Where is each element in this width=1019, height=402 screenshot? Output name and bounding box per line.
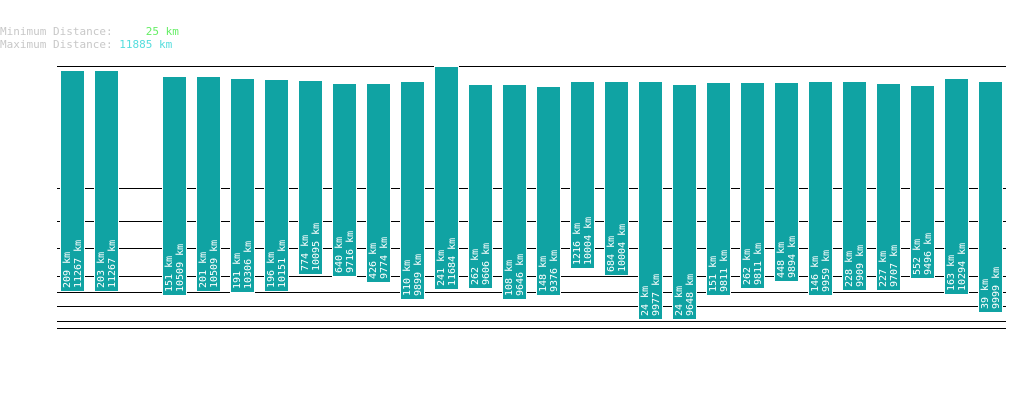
- bar-label-near: 39 km: [980, 279, 991, 309]
- bar-label-near: 426 km: [368, 243, 379, 279]
- bar-label-far: 10151 km: [277, 240, 288, 288]
- bar-label-far: 9646 km: [515, 254, 526, 296]
- bar: [400, 81, 425, 300]
- bar: [638, 81, 663, 320]
- bar-label-near: 1216 km: [572, 223, 583, 265]
- bar: [502, 84, 527, 300]
- bars: 209 km 11267 km 203 km 11267 km 151 km 10509 …: [60, 66, 1003, 320]
- bar-label-far: 10294 km: [957, 243, 968, 291]
- bar: [332, 83, 357, 277]
- bar-label-far: 9376 km: [549, 250, 560, 292]
- bar: [570, 81, 595, 269]
- bar-label-far: 9894 km: [787, 236, 798, 278]
- bar-label-near: 110 km: [402, 260, 413, 296]
- bar-label-far: 9999 km: [991, 267, 1002, 309]
- bar: [536, 86, 561, 296]
- bar-label-far: 9774 km: [379, 237, 390, 279]
- bar: [944, 78, 969, 295]
- bar-label-near: 228 km: [844, 251, 855, 287]
- bar: [876, 83, 901, 291]
- min-distance-row: Minimum Distance: 25 km: [0, 25, 179, 38]
- bar-label-near: 201 km: [198, 252, 209, 288]
- bar-label-far: 9909 km: [855, 245, 866, 287]
- bar-label-near: 209 km: [62, 252, 73, 288]
- bar-label-near: 262 km: [470, 249, 481, 285]
- bar-label-near: 148 km: [538, 256, 549, 292]
- bar-label-near: 146 km: [810, 256, 821, 292]
- bar: [842, 81, 867, 291]
- bar: [604, 81, 629, 276]
- bar: [672, 84, 697, 320]
- bar-label-near: 552 km: [912, 239, 923, 275]
- max-distance-value: 11885 km: [119, 38, 173, 51]
- bar: [60, 70, 85, 292]
- bar-label-far: 11684 km: [447, 238, 458, 286]
- bar: [230, 78, 255, 293]
- bar-label-near: 24 km: [674, 286, 685, 316]
- bar: [978, 81, 1003, 313]
- bar-label-far: 9648 km: [685, 274, 696, 316]
- bar-label-far: 10004 km: [617, 224, 628, 272]
- bar: [740, 82, 765, 289]
- min-distance-value: 25 km: [145, 25, 179, 38]
- bar-label-near: 241 km: [436, 250, 447, 286]
- bar-label-near: 196 km: [266, 252, 277, 288]
- bar-label-near: 684 km: [606, 236, 617, 272]
- bar-label-near: 151 km: [708, 256, 719, 292]
- bar-label-far: 9707 km: [889, 245, 900, 287]
- bar-label-far: 9606 km: [481, 243, 492, 285]
- bar: [298, 80, 323, 275]
- distance-summary: Minimum Distance: 25 km Maximum Distance…: [0, 25, 179, 51]
- bar-label-near: 640 km: [334, 237, 345, 273]
- bar-label-far: 10004 km: [583, 217, 594, 265]
- bar-label-near: 262 km: [742, 249, 753, 285]
- bar-label-far: 9959 km: [821, 250, 832, 292]
- max-distance-row: Maximum Distance: 11885 km: [0, 38, 179, 51]
- bar-label-far: 10306 km: [243, 241, 254, 289]
- bar: [366, 83, 391, 283]
- bar-label-far: 10095 km: [311, 223, 322, 271]
- bar: [910, 85, 935, 279]
- bar: [434, 66, 459, 290]
- bar: [706, 82, 731, 296]
- min-distance-label: Minimum Distance:: [0, 25, 113, 38]
- bar-label-far: 9811 km: [719, 250, 730, 292]
- bar-label-near: 203 km: [96, 252, 107, 288]
- bar: [468, 84, 493, 289]
- bar-label-far: 10509 km: [175, 244, 186, 292]
- bar-label-far: 11267 km: [107, 240, 118, 288]
- bar-label-near: 163 km: [946, 255, 957, 291]
- bar: [774, 82, 799, 282]
- bar: [808, 81, 833, 296]
- bar-label-far: 9811 km: [753, 243, 764, 285]
- bar-label-near: 227 km: [878, 251, 889, 287]
- bar: [196, 76, 221, 292]
- bar-label-far: 9977 km: [651, 274, 662, 316]
- bar-label-far: 10509 km: [209, 240, 220, 288]
- bar-label-near: 24 km: [640, 286, 651, 316]
- bar-label-far: 9496 km: [923, 233, 934, 275]
- bar-label-near: 448 km: [776, 242, 787, 278]
- max-distance-label: Maximum Distance:: [0, 38, 113, 51]
- bar: [94, 70, 119, 292]
- bar: [264, 79, 289, 292]
- bar: [162, 76, 187, 296]
- bar-label-near: 151 km: [164, 256, 175, 292]
- bar-label-far: 9899 km: [413, 254, 424, 296]
- bar-label-far: 9716 km: [345, 231, 356, 273]
- bar-label-near: 191 km: [232, 253, 243, 289]
- bar-label-near: 774 km: [300, 235, 311, 271]
- bar-label-far: 11267 km: [73, 240, 84, 288]
- bar-label-near: 108 km: [504, 260, 515, 296]
